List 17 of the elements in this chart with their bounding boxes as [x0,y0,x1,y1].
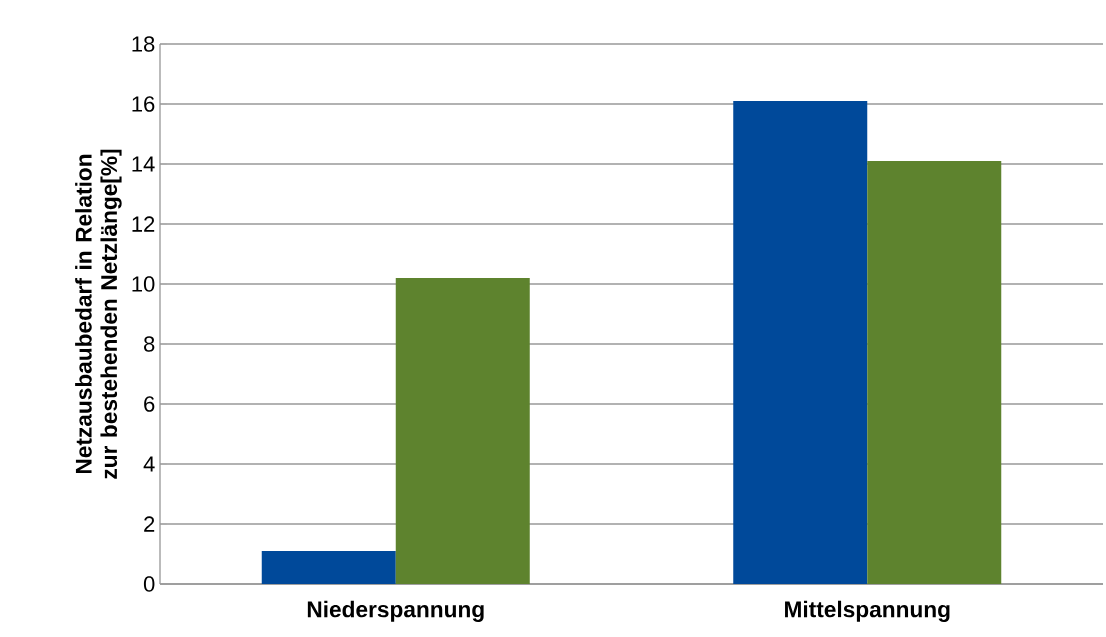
x-tick-label: Niederspannung [307,600,484,622]
y-tick-label: 10 [132,276,155,292]
bar [733,101,868,584]
y-tick-label: 14 [132,156,155,172]
y-axis-title: Netzausbaubedarf in Relation zur bestehenden Netzlänge[%] [75,149,122,479]
x-tick-label: Mittelspannung [785,600,950,622]
y-tick-label: 6 [144,396,155,412]
y-tick-label: 16 [132,96,155,112]
y-tick-label: 12 [132,216,155,232]
y-tick-label: 4 [143,456,155,472]
y-tick-label: 0 [143,576,155,592]
bar [867,161,1002,584]
bar [261,551,396,584]
y-tick-label: 18 [132,36,155,52]
bar [395,278,530,584]
y-tick-label: 8 [144,336,155,352]
y-tick-label: 2 [144,516,155,532]
